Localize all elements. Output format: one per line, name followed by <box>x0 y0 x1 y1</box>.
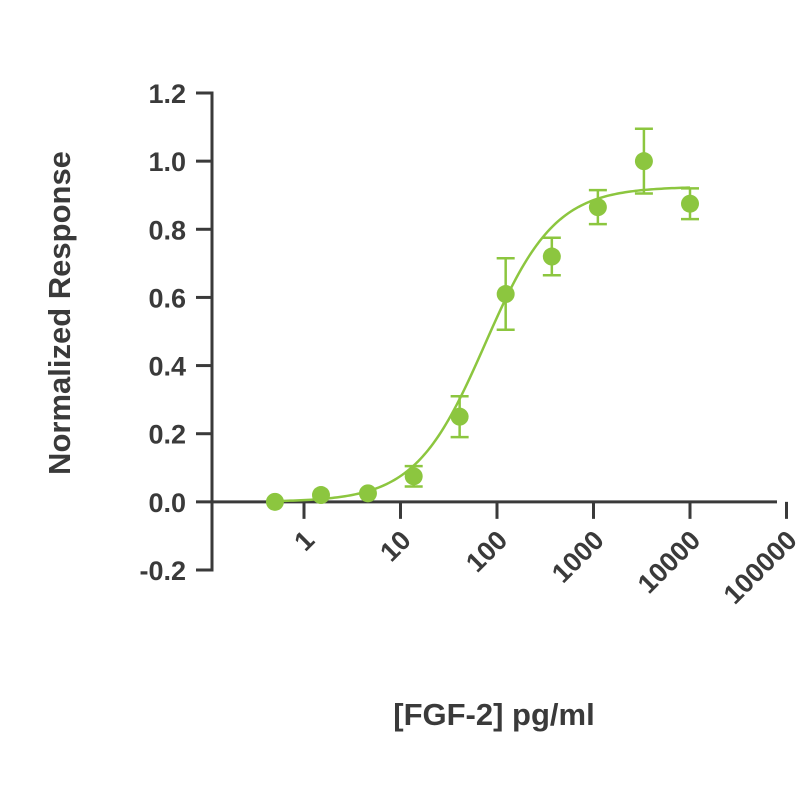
axes <box>210 91 777 572</box>
y-tick-label: -0.2 <box>139 556 186 586</box>
x-axis-title: [FGF-2] pg/ml <box>393 697 594 732</box>
data-points <box>265 127 699 511</box>
data-point <box>681 194 699 213</box>
data-point <box>265 492 284 511</box>
data-point <box>450 407 469 426</box>
y-tick-label: 1.2 <box>148 79 186 109</box>
data-point <box>358 484 377 503</box>
y-tick-label: 0.6 <box>148 283 186 313</box>
y-tick-label: 0.8 <box>148 215 186 245</box>
data-point <box>588 198 607 217</box>
y-axis-ticks: -0.2 0.0 0.2 0.4 0.6 0.8 1.0 1.2 <box>139 79 212 586</box>
x-tick-label: 100000 <box>718 525 800 610</box>
data-point <box>634 152 653 171</box>
y-axis-title: Normalized Response <box>42 151 77 475</box>
x-tick-label: 1000 <box>546 525 610 589</box>
y-tick-label: 1.0 <box>148 147 186 177</box>
x-tick-label: 100 <box>460 525 513 578</box>
y-tick-label: 0.4 <box>148 352 186 382</box>
fit-curve <box>274 186 691 503</box>
x-tick-label: 1 <box>288 525 320 557</box>
x-tick-label: 10 <box>374 525 416 567</box>
data-point <box>496 285 515 304</box>
x-axis-ticks: 1 10 100 1000 10000 100000 <box>288 501 800 610</box>
fit-curve-group <box>274 186 691 503</box>
data-point <box>542 247 561 266</box>
y-tick-label: 0.2 <box>148 420 186 450</box>
y-tick-label: 0.0 <box>148 488 186 518</box>
data-point <box>311 486 330 505</box>
data-point <box>404 467 423 486</box>
x-tick-label: 10000 <box>632 525 706 599</box>
